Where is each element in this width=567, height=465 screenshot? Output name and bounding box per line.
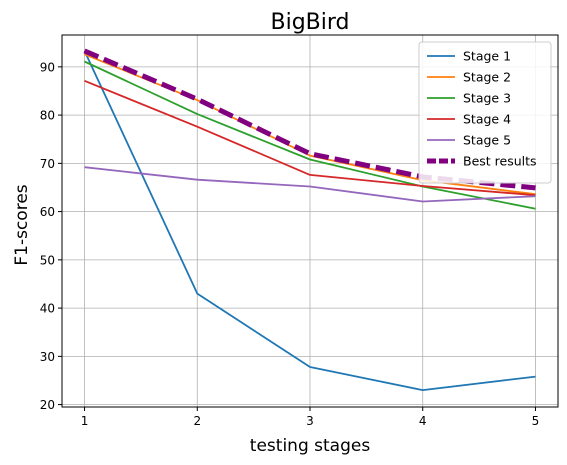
legend-label-1: Stage 1 [463, 49, 511, 64]
legend-label-2: Stage 2 [463, 70, 511, 85]
y-tick-label: 60 [40, 205, 55, 219]
series-line-1 [83, 50, 536, 392]
x-axis-label: testing stages [250, 436, 371, 456]
series-line-2 [84, 53, 536, 196]
y-tick-label: 90 [40, 60, 55, 74]
series-line-4 [84, 79, 536, 197]
series-line-5 [84, 166, 536, 203]
x-tick-label: 3 [306, 414, 314, 428]
x-tick-label: 5 [532, 414, 540, 428]
y-tick-label: 70 [40, 157, 55, 171]
x-tick-label: 2 [193, 414, 201, 428]
y-tick-label: 40 [40, 302, 55, 316]
x-tick-label: 1 [81, 414, 89, 428]
legend: Stage 1 Stage 2 Stage 3 Stage 4 Stage 5 Best … [418, 41, 552, 184]
y-tick-label: 80 [40, 109, 55, 123]
y-tick-label: 30 [40, 350, 55, 364]
series-line-3 [84, 60, 536, 210]
legend-label-3: Stage 3 [463, 91, 511, 106]
axes: 1 2 3 4 5 20 30 40 50 60 70 80 90 [40, 34, 559, 428]
y-axis-label: F1-scores [12, 184, 32, 265]
legend-label-5: Stage 5 [463, 133, 511, 148]
y-tick-label: 20 [40, 398, 55, 412]
legend-label-4: Stage 4 [463, 112, 511, 127]
legend-label-6: Best results [463, 154, 537, 169]
y-tick-label: 50 [40, 253, 55, 267]
x-tick-label: 4 [419, 414, 427, 428]
chart-title: BigBird [271, 10, 350, 35]
